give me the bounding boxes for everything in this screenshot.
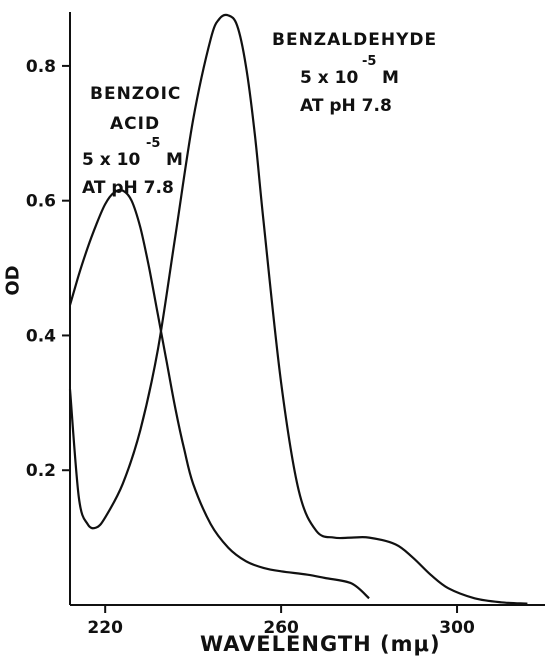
series-line-benzaldehyde	[68, 13, 528, 605]
series-line-benzoic-acid	[68, 188, 370, 600]
annotation-benzoic-conc: 5 x 10	[82, 150, 141, 170]
y-tick-label: 0.6	[26, 192, 56, 212]
y-tick-label: 0.4	[26, 326, 56, 346]
annotation-benzaldehyde-title: BENZALDEHYDE	[272, 30, 438, 50]
y-tick-label: 0.2	[26, 461, 56, 481]
annotation-benzoic-ph: AT pH 7.8	[82, 178, 174, 198]
x-tick-label: 220	[87, 618, 123, 638]
annotation-benzaldehyde-conc-exponent: -5	[362, 54, 377, 69]
annotation-benzoic-title-2: ACID	[110, 114, 161, 134]
annotation-benzaldehyde-conc-unit: M	[382, 68, 399, 88]
x-tick-label: 260	[263, 618, 299, 638]
y-axis-label: OD	[2, 265, 24, 296]
y-tick-label: 0.8	[26, 57, 56, 77]
series-group	[68, 13, 528, 605]
ticks: 0.2 0.4 0.6 0.8 220 260 300	[26, 57, 475, 638]
annotation-benzoic-conc-unit: M	[166, 150, 183, 170]
annotation-benzoic-conc-exponent: -5	[146, 136, 161, 151]
x-tick-label: 300	[439, 618, 475, 638]
x-axis-label: WAVELENGTH (mμ)	[200, 632, 441, 656]
annotation-benzoic-title-1: BENZOIC	[90, 84, 182, 104]
axes	[69, 12, 545, 606]
annotation-benzaldehyde-conc: 5 x 10	[300, 68, 359, 88]
annotation-benzaldehyde-ph: AT pH 7.8	[300, 96, 392, 116]
